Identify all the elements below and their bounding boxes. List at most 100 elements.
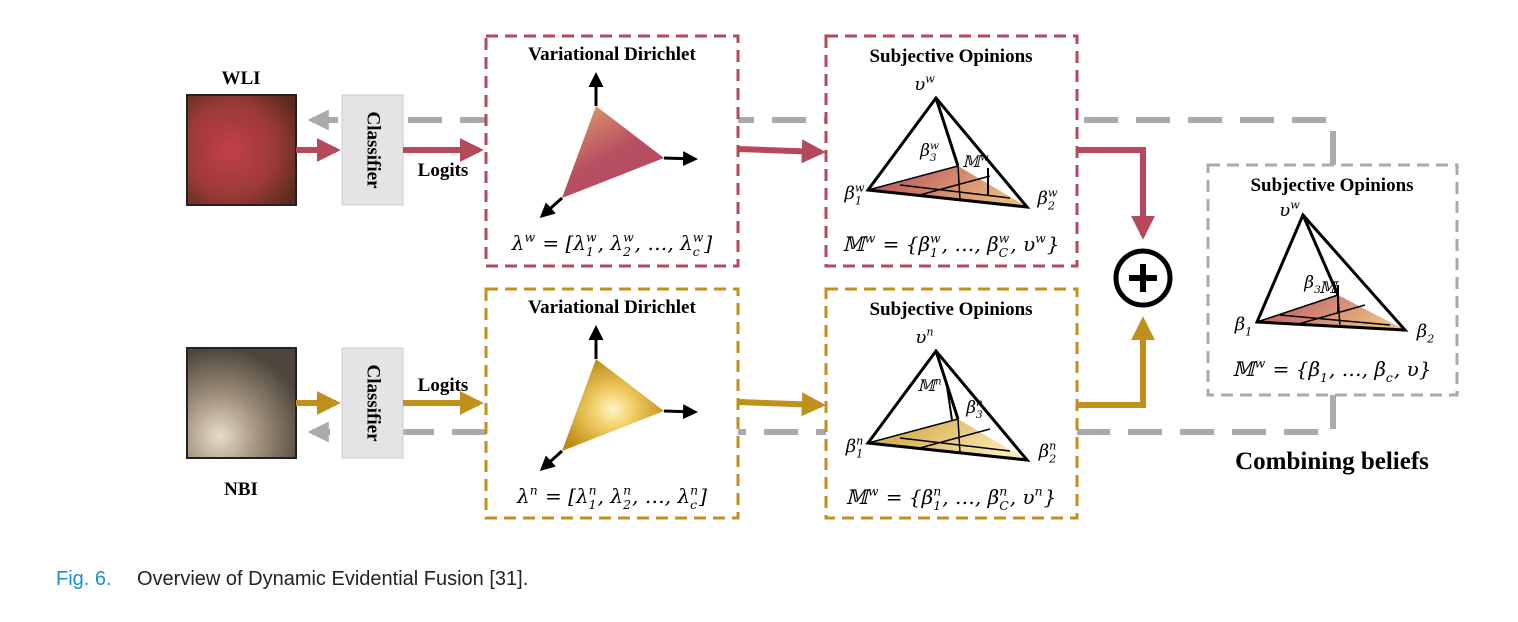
math-text: υ bbox=[1279, 200, 1290, 221]
math-superscript: n bbox=[976, 397, 983, 409]
math-text: = [ bbox=[539, 484, 576, 508]
math-text: } bbox=[1047, 232, 1060, 256]
math-superscript: w bbox=[623, 230, 634, 245]
math-subscript: 1 bbox=[856, 447, 863, 460]
math-superscript: w bbox=[524, 230, 535, 245]
math-superscript: w bbox=[865, 231, 876, 246]
math-text: υ bbox=[1407, 357, 1419, 381]
math-subscript: 1 bbox=[855, 194, 862, 207]
figure-caption: Overview of Dynamic Evidential Fusion [3… bbox=[137, 568, 528, 590]
math-superscript: n bbox=[999, 484, 1007, 499]
math-text: β bbox=[1373, 357, 1386, 381]
math-text: , …, bbox=[632, 484, 677, 508]
math-superscript: w bbox=[868, 484, 879, 499]
logits-label: Logits bbox=[418, 375, 469, 396]
nbi-image bbox=[186, 347, 297, 459]
fusion-operator bbox=[1113, 248, 1173, 308]
math-text: 𝕄 bbox=[962, 152, 982, 171]
math-text: β bbox=[1416, 321, 1427, 342]
math-text: , …, bbox=[1329, 357, 1374, 381]
math-superscript: n bbox=[589, 483, 597, 498]
math-subscript: 1 bbox=[1320, 370, 1328, 385]
math-superscript: w bbox=[1035, 231, 1046, 246]
input-label: WLI bbox=[221, 68, 260, 89]
math-superscript: n bbox=[1049, 439, 1056, 452]
math-superscript: n bbox=[530, 483, 538, 498]
dirichlet-simplex bbox=[539, 72, 698, 472]
math-text: λ bbox=[679, 231, 693, 255]
math-text: β bbox=[919, 141, 930, 161]
math-superscript: n bbox=[690, 483, 698, 498]
math-subscript: 1 bbox=[930, 245, 938, 260]
math-text: β bbox=[1303, 273, 1314, 293]
math-subscript: 3 bbox=[976, 409, 983, 421]
math-text: ] bbox=[703, 231, 712, 255]
math-superscript: w bbox=[693, 230, 704, 245]
math-text: , …, bbox=[942, 485, 987, 509]
math-superscript: w bbox=[925, 72, 935, 85]
wli-image bbox=[186, 94, 297, 206]
math-superscript: w bbox=[930, 231, 941, 246]
math-superscript: w bbox=[1290, 198, 1300, 211]
math-expression: β 1n bbox=[845, 434, 864, 460]
math-text: = [ bbox=[536, 231, 573, 255]
math-subscript: c bbox=[1386, 370, 1393, 385]
logits-label: Logits bbox=[418, 160, 469, 181]
boxes bbox=[484, 34, 1459, 520]
math-text: β bbox=[1234, 314, 1245, 335]
figure-label: Fig. 6. bbox=[56, 568, 112, 590]
math-text: } bbox=[1419, 357, 1432, 381]
classifier-box bbox=[341, 347, 404, 459]
math-subscript: 1 bbox=[933, 498, 941, 513]
math-text: ] bbox=[698, 484, 707, 508]
math-text: 𝕄 bbox=[1319, 278, 1339, 297]
math-text: λ bbox=[572, 231, 586, 255]
classifier-box bbox=[341, 94, 404, 206]
math-subscript: 2 bbox=[622, 497, 631, 512]
math-subscript: 3 bbox=[930, 152, 937, 164]
math-subscript: 1 bbox=[586, 244, 594, 259]
math-subscript: c bbox=[690, 497, 697, 512]
math-text: , bbox=[598, 231, 611, 255]
math-text: , …, bbox=[635, 231, 680, 255]
math-superscript: w bbox=[999, 231, 1010, 246]
math-text: = { bbox=[1266, 357, 1308, 381]
math-text: β bbox=[844, 183, 855, 204]
box-title: Subjective Opinions bbox=[869, 46, 1032, 67]
math-superscript: w bbox=[855, 181, 865, 194]
math-text: , …, bbox=[942, 232, 987, 256]
math-expression: β 3n bbox=[965, 397, 983, 421]
box-title: Subjective Opinions bbox=[1250, 175, 1413, 196]
math-text: λ bbox=[609, 231, 623, 255]
math-superscript: n bbox=[935, 376, 941, 387]
math-text: = { bbox=[876, 232, 918, 256]
math-expression: β 2n bbox=[1038, 439, 1057, 465]
math-text: λ bbox=[676, 484, 690, 508]
box-title: Subjective Opinions bbox=[869, 299, 1032, 320]
math-text: 𝕄 bbox=[917, 376, 937, 395]
math-subscript: 1 bbox=[1245, 325, 1252, 338]
classifier-label: Classifier bbox=[363, 364, 384, 442]
math-superscript: n bbox=[856, 434, 863, 447]
math-subscript: 2 bbox=[1048, 452, 1056, 465]
math-subscript: 2 bbox=[1426, 332, 1434, 345]
math-text: υ bbox=[914, 74, 925, 95]
math-expression: β 2w bbox=[1037, 186, 1058, 212]
math-text: , bbox=[1010, 485, 1023, 509]
math-superscript: w bbox=[1255, 356, 1266, 371]
math-text: β bbox=[1037, 188, 1048, 209]
math-text: β bbox=[845, 436, 856, 457]
math-expression: 𝕄 bbox=[1319, 278, 1339, 297]
classifier-label: Classifier bbox=[363, 111, 384, 189]
math-text: λ bbox=[516, 484, 530, 508]
